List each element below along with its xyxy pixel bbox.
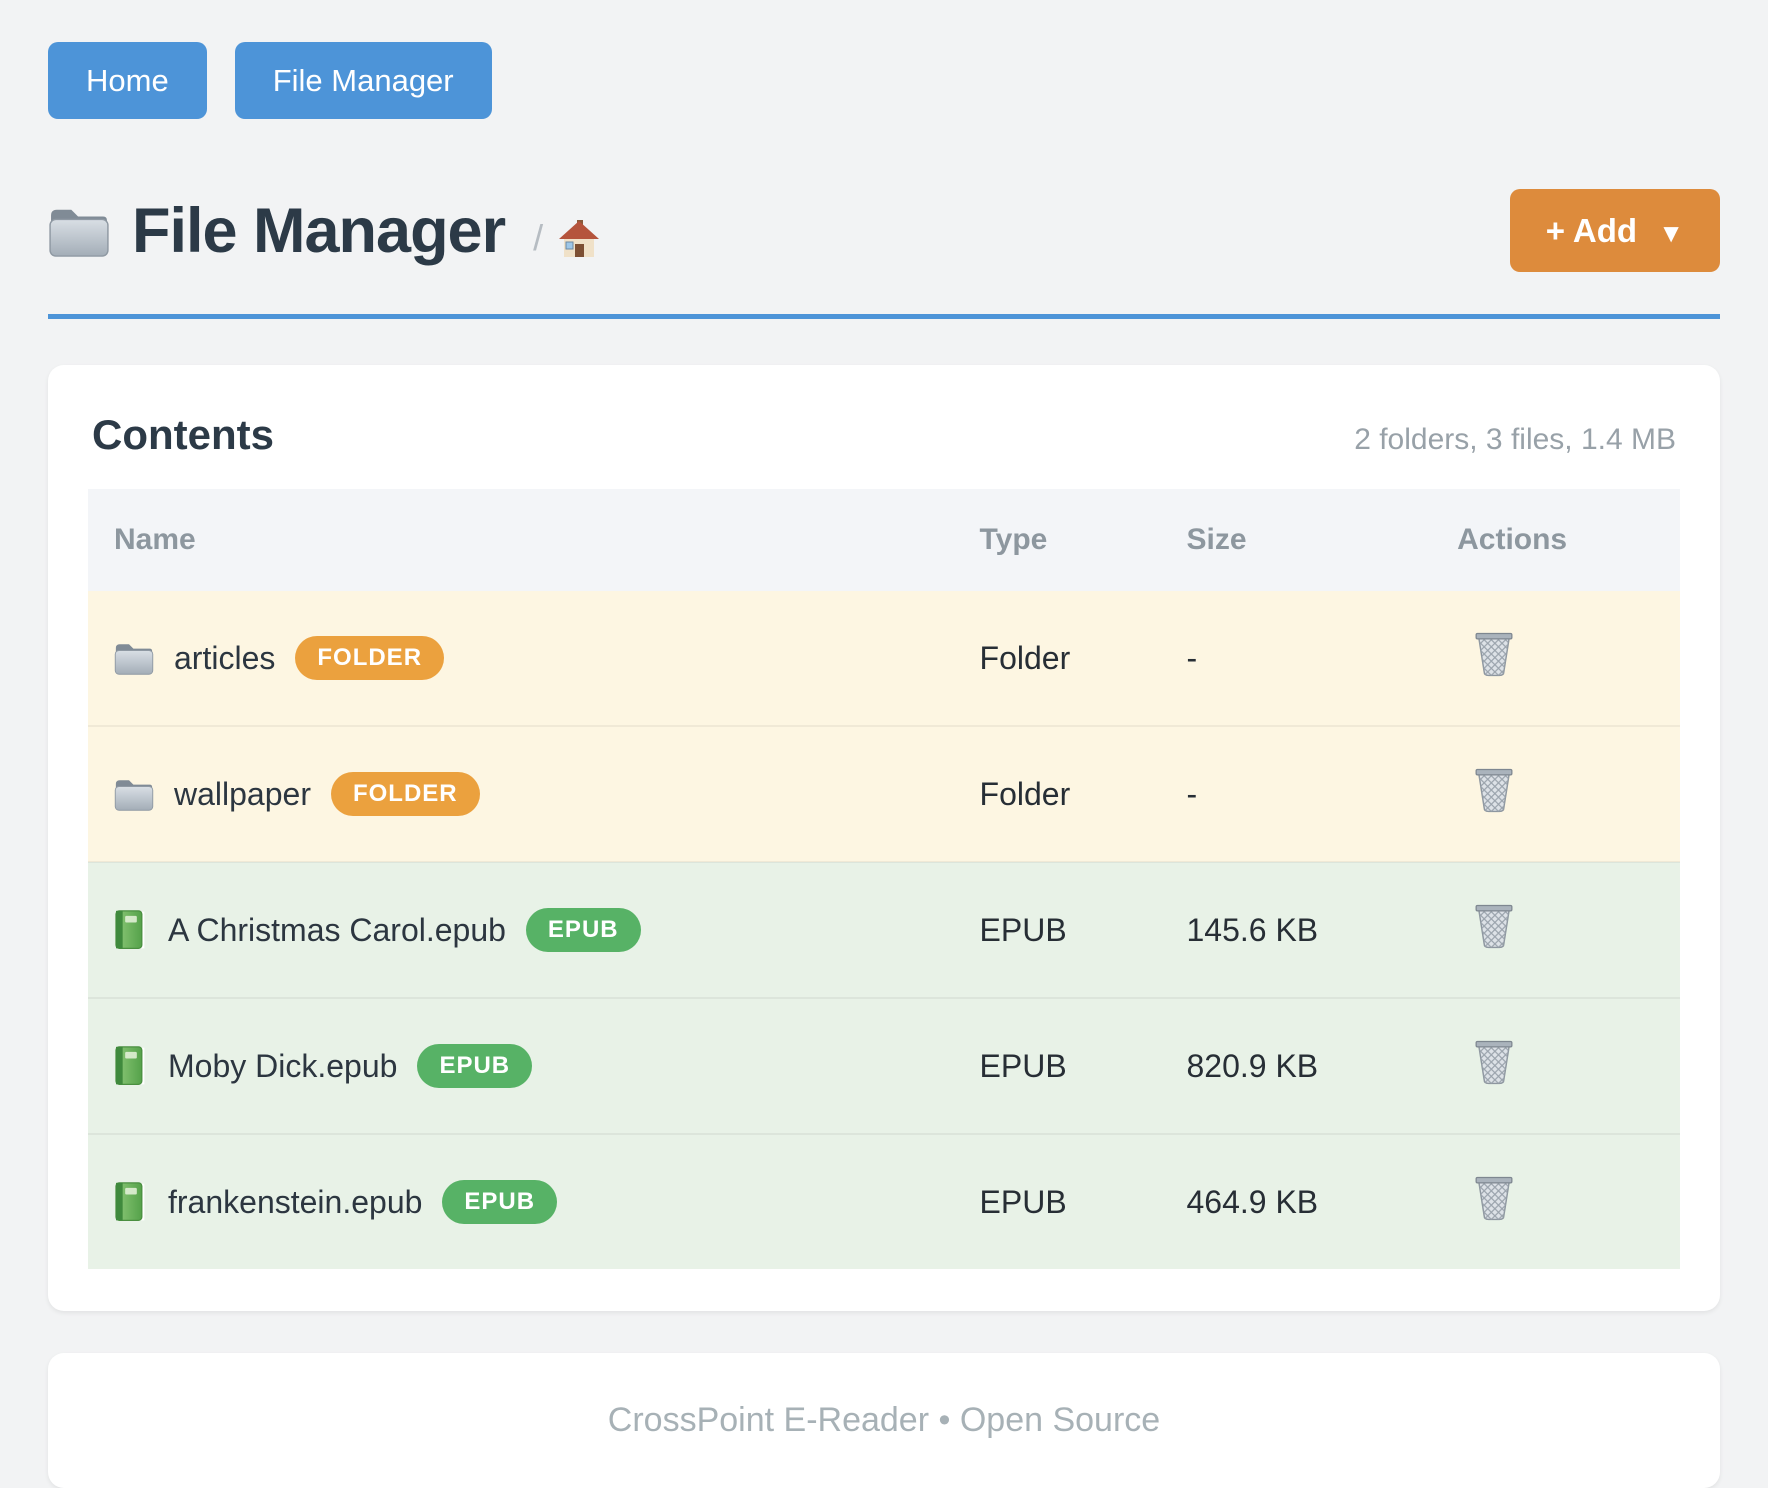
table-row: articles FOLDER Folder -	[88, 591, 1680, 726]
type-badge: EPUB	[525, 908, 641, 952]
add-button-label: + Add	[1545, 212, 1638, 249]
file-size: 145.6 KB	[1186, 862, 1458, 998]
file-type: EPUB	[979, 1134, 1187, 1269]
table-row: A Christmas Carol.epub EPUB EPUB 145.6 K…	[88, 862, 1680, 998]
add-button[interactable]: + Add ▼	[1509, 189, 1720, 272]
footer-card: CrossPoint E-Reader • Open Source	[48, 1353, 1720, 1488]
trash-button[interactable]	[1471, 765, 1517, 815]
column-header-actions: Actions	[1457, 489, 1680, 591]
folder-icon	[114, 643, 154, 675]
book-icon	[115, 1046, 145, 1085]
file-type: EPUB	[979, 862, 1187, 998]
column-header-name: Name	[88, 489, 980, 591]
home-nav-button[interactable]: Home	[48, 42, 207, 119]
page-title: File Manager	[132, 195, 506, 266]
trash-button[interactable]	[1471, 1173, 1517, 1223]
table-body: articles FOLDER Folder - wallpaper FOLDE…	[88, 591, 1680, 1269]
footer-text: CrossPoint E-Reader • Open Source	[607, 1401, 1161, 1439]
table-header-row: Name Type Size Actions	[88, 489, 1680, 591]
type-badge: FOLDER	[330, 772, 480, 816]
chevron-down-icon: ▼	[1658, 218, 1684, 248]
breadcrumb-separator: /	[533, 216, 544, 258]
home-icon[interactable]	[557, 217, 601, 259]
book-icon	[115, 910, 145, 949]
file-type: EPUB	[979, 998, 1187, 1134]
trash-button[interactable]	[1471, 1037, 1517, 1087]
file-size: 464.9 KB	[1186, 1134, 1458, 1269]
breadcrumb: /	[533, 217, 601, 259]
type-badge: FOLDER	[295, 636, 445, 680]
type-badge: EPUB	[442, 1180, 558, 1224]
file-name-link[interactable]: Moby Dick.epub	[168, 1047, 398, 1084]
file-type: Folder	[979, 726, 1187, 862]
contents-title: Contents	[92, 411, 274, 458]
file-name-link[interactable]: wallpaper	[174, 775, 311, 812]
top-nav: Home File Manager	[48, 42, 1720, 119]
table-row: wallpaper FOLDER Folder -	[88, 726, 1680, 862]
table-row: frankenstein.epub EPUB EPUB 464.9 KB	[88, 1134, 1680, 1269]
book-icon	[115, 1182, 145, 1221]
table-row: Moby Dick.epub EPUB EPUB 820.9 KB	[88, 998, 1680, 1134]
contents-summary: 2 folders, 3 files, 1.4 MB	[1354, 423, 1676, 456]
file-size: 820.9 KB	[1186, 998, 1458, 1134]
trash-button[interactable]	[1471, 901, 1517, 951]
contents-header: Contents 2 folders, 3 files, 1.4 MB	[88, 411, 1680, 459]
column-header-size: Size	[1186, 489, 1458, 591]
file-name-link[interactable]: frankenstein.epub	[168, 1183, 423, 1220]
column-header-type: Type	[979, 489, 1187, 591]
title-row: File Manager / + Add ▼	[48, 189, 1720, 272]
file-name-link[interactable]: A Christmas Carol.epub	[168, 911, 506, 948]
file-table: Name Type Size Actions articles FOLDER F…	[88, 489, 1680, 1269]
file-size: -	[1186, 726, 1458, 862]
contents-card: Contents 2 folders, 3 files, 1.4 MB Name…	[48, 365, 1720, 1311]
accent-divider	[48, 314, 1720, 319]
file-type: Folder	[979, 591, 1187, 726]
file-manager-nav-button[interactable]: File Manager	[234, 42, 492, 119]
trash-button[interactable]	[1471, 629, 1517, 679]
folder-icon	[114, 779, 154, 811]
file-name-link[interactable]: articles	[174, 639, 276, 676]
folder-icon	[49, 208, 109, 257]
type-badge: EPUB	[417, 1044, 533, 1088]
file-size: -	[1186, 591, 1458, 726]
